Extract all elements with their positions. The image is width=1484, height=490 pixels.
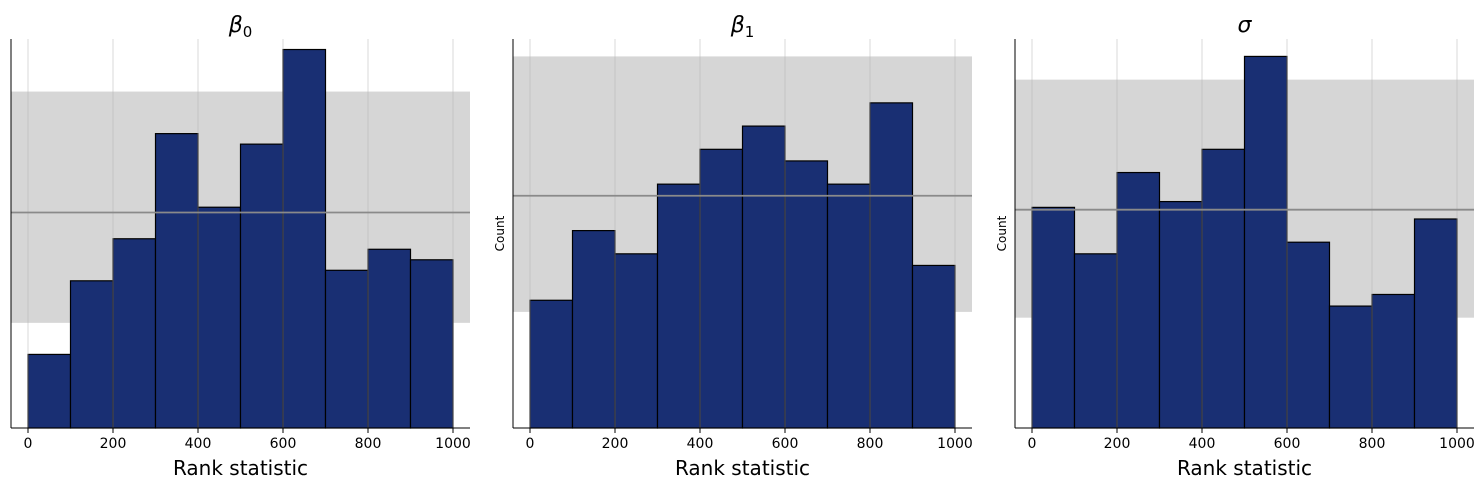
- histogram-bar: [112, 238, 157, 429]
- chart-title: β1: [730, 13, 755, 41]
- histogram-bar: [324, 269, 369, 429]
- histogram-bar: [1031, 206, 1076, 429]
- x-tick-label: 600: [270, 436, 297, 452]
- histogram-bar: [1243, 55, 1288, 429]
- x-tick-label: 600: [772, 436, 799, 452]
- x-tick-label: 0: [526, 436, 535, 452]
- y-axis-label: Count: [995, 215, 1009, 251]
- y-axis-label: Count: [493, 215, 507, 251]
- x-tick-label: 400: [687, 436, 714, 452]
- histogram-bar: [27, 353, 72, 429]
- histogram-bar: [784, 160, 829, 429]
- x-tick-label: 800: [355, 436, 382, 452]
- histogram-bar: [1201, 148, 1246, 429]
- chart-title: β0: [228, 13, 253, 41]
- x-tick-label: 1000: [1439, 436, 1475, 452]
- histogram-bar: [1328, 305, 1373, 429]
- histogram-bar: [1286, 241, 1331, 429]
- x-axis-label: Rank statistic: [1177, 456, 1312, 480]
- x-tick-label: 800: [1359, 436, 1386, 452]
- x-tick-label: 400: [185, 436, 212, 452]
- histogram-bar: [197, 206, 242, 429]
- x-tick-label: 200: [602, 436, 629, 452]
- x-tick-label: 400: [1189, 436, 1216, 452]
- histogram-bar: [741, 125, 786, 429]
- histogram-bar: [656, 183, 701, 429]
- x-tick-label: 0: [24, 436, 33, 452]
- x-tick-label: 1000: [435, 436, 471, 452]
- histogram-bar: [154, 133, 199, 429]
- histogram-bar: [869, 102, 914, 429]
- histogram-bar: [614, 253, 659, 429]
- chart-panel-1: 0 200 400 600 800 1000 Rank statistic β0: [10, 13, 471, 480]
- histogram-bar: [239, 143, 284, 429]
- chart-title: σ: [1238, 13, 1253, 38]
- histogram-bar: [69, 280, 114, 429]
- histogram-bar: [529, 299, 574, 429]
- histogram-bar: [911, 264, 956, 429]
- chart-panel-2: 0 200 400 600 800 1000 Rank statistic Count β1: [493, 13, 973, 480]
- histogram-bar: [282, 48, 327, 429]
- x-axis-label: Rank statistic: [173, 456, 308, 480]
- histogram-bar: [1073, 253, 1118, 429]
- chart-panel-3: 0 200 400 600 800 1000 Rank statistic Count σ: [995, 13, 1475, 480]
- histogram-bar: [1116, 171, 1161, 429]
- histogram-bar: [826, 183, 871, 429]
- histogram-bar: [1371, 293, 1416, 429]
- histogram-bar: [1158, 200, 1203, 429]
- x-tick-label: 800: [857, 436, 884, 452]
- histogram-bar: [699, 148, 744, 429]
- histogram-bar: [409, 259, 454, 429]
- histogram-bar: [367, 248, 412, 429]
- x-tick-label: 0: [1028, 436, 1037, 452]
- x-axis-label: Rank statistic: [675, 456, 810, 480]
- x-tick-label: 1000: [937, 436, 973, 452]
- histogram-bar: [571, 229, 616, 429]
- histogram-bar: [1413, 218, 1458, 429]
- x-tick-label: 600: [1274, 436, 1301, 452]
- x-tick-label: 200: [100, 436, 127, 452]
- x-tick-label: 200: [1104, 436, 1131, 452]
